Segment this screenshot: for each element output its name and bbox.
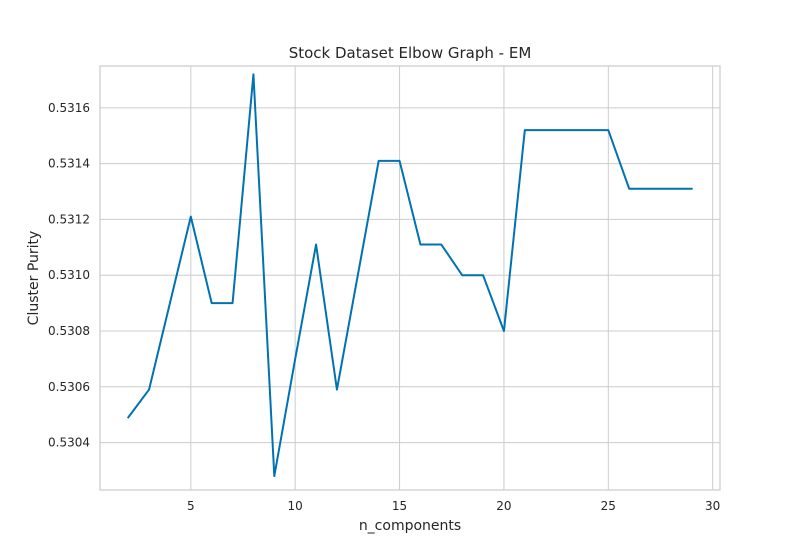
x-tick-label-30: 30	[705, 499, 720, 513]
y-tick-label-2: 0.5308	[48, 324, 90, 338]
series-group	[127, 73, 693, 478]
y-tick-label-6: 0.5316	[48, 101, 90, 115]
x-tick-label-20: 20	[496, 499, 511, 513]
x-tick-label-25: 25	[601, 499, 616, 513]
x-tick-labels: 5 10 15 20 25 30	[187, 499, 720, 513]
chart-title: Stock Dataset Elbow Graph - EM	[289, 44, 532, 62]
y-tick-label-3: 0.5310	[48, 268, 90, 282]
y-tick-label-1: 0.5306	[48, 380, 90, 394]
plot-frame	[99, 65, 721, 491]
series-line-0	[127, 73, 693, 478]
y-tick-labels: 0.5304 0.5306 0.5308 0.5310 0.5312 0.5314 0.53…	[48, 101, 90, 450]
x-tick-label-15: 15	[392, 499, 407, 513]
x-tick-label-5: 5	[187, 499, 195, 513]
y-tick-label-0: 0.5304	[48, 436, 90, 450]
x-tick-label-10: 10	[288, 499, 303, 513]
x-axis-title: n_components	[359, 518, 461, 534]
y-tick-label-4: 0.5312	[48, 212, 90, 226]
y-tick-label-5: 0.5314	[48, 157, 90, 171]
grid	[100, 66, 720, 490]
y-axis-title: Cluster Purity	[26, 231, 42, 326]
